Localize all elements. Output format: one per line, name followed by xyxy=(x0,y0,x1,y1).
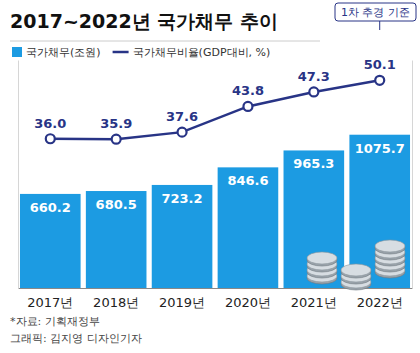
line-marker xyxy=(309,87,318,96)
annotation-pointer xyxy=(379,21,380,30)
data-labels: 660.2 680.5 723.2 846.6 965.3 1075.7 36.0 35.9 3… xyxy=(30,57,405,215)
line-marker xyxy=(375,76,384,85)
title-rule xyxy=(10,41,320,42)
footnote: *자료: 기획재정부 xyxy=(10,315,100,328)
footnote: 그래픽: 김지영 디자인기자 xyxy=(10,332,142,345)
coin-face xyxy=(341,264,371,276)
legend-swatch xyxy=(113,51,129,54)
x-tick: 2020년 xyxy=(225,288,271,310)
bar-label: 723.2 xyxy=(161,191,202,206)
x-tick-label: 2022년 xyxy=(357,295,403,310)
bar-label: 965.3 xyxy=(293,156,334,171)
bar xyxy=(218,167,279,288)
annotation-text: 1차 추경 기준 xyxy=(341,6,410,19)
x-tick: 2021년 xyxy=(291,288,337,310)
bar-label: 660.2 xyxy=(30,200,71,215)
bar xyxy=(86,191,147,288)
y2-axis-line xyxy=(412,61,413,289)
legend-item: 국가채무(조원) xyxy=(12,46,101,59)
x-tick: 2019년 xyxy=(159,288,205,310)
x-tick: 2018년 xyxy=(93,288,139,310)
legend: 국가채무(조원) 국가채무비율(GDP대비, %) xyxy=(12,46,270,59)
line-label: 37.6 xyxy=(166,109,198,124)
bar-label: 680.5 xyxy=(96,197,137,212)
coin-face xyxy=(375,240,405,252)
line-label: 36.0 xyxy=(34,116,66,131)
bar-label: 846.6 xyxy=(227,173,268,188)
x-axis: 2017년 2018년 2019년 2020년 2021년 2022년 xyxy=(19,288,413,310)
line-marker xyxy=(46,134,55,143)
line-label: 43.8 xyxy=(232,83,264,98)
x-tick-label: 2018년 xyxy=(93,295,139,310)
x-tick: 2022년 xyxy=(357,288,403,310)
plot-area xyxy=(20,76,410,288)
x-tick: 2017년 xyxy=(27,288,73,310)
x-tick-label: 2020년 xyxy=(225,295,271,310)
chart-root: 2017~2022년 국가채무 추이2017년2018년2019년2020년20… xyxy=(0,0,420,353)
annotation-box xyxy=(335,3,416,21)
legend-label: 국가채무비율(GDP대비, %) xyxy=(133,46,271,59)
coin-decoration xyxy=(307,240,405,290)
line-marker xyxy=(178,128,187,137)
x-tick-label: 2019년 xyxy=(159,295,205,310)
bar xyxy=(20,194,81,288)
y2-axis xyxy=(412,61,413,289)
line-marker xyxy=(243,102,252,111)
bar xyxy=(284,150,345,288)
line-label: 50.1 xyxy=(364,57,396,72)
bar xyxy=(152,185,213,288)
chart-title: 2017~2022년 국가채무 추이 xyxy=(10,10,278,32)
legend-item: 국가채무비율(GDP대비, %) xyxy=(113,46,271,59)
annotation: 1차 추경 기준 xyxy=(335,3,416,30)
y-axis-line xyxy=(18,61,19,289)
line-label: 47.3 xyxy=(298,69,330,84)
line-marker xyxy=(112,135,121,144)
y-axis xyxy=(18,61,19,289)
x-tick-label: 2021년 xyxy=(291,295,337,310)
line-label: 35.9 xyxy=(100,116,132,131)
line xyxy=(50,80,379,139)
coin-face xyxy=(307,252,337,264)
x-tick-label: 2017년 xyxy=(27,295,73,310)
bar-label: 1075.7 xyxy=(355,141,405,156)
legend-swatch xyxy=(12,47,22,57)
legend-label: 국가채무(조원) xyxy=(26,46,101,59)
